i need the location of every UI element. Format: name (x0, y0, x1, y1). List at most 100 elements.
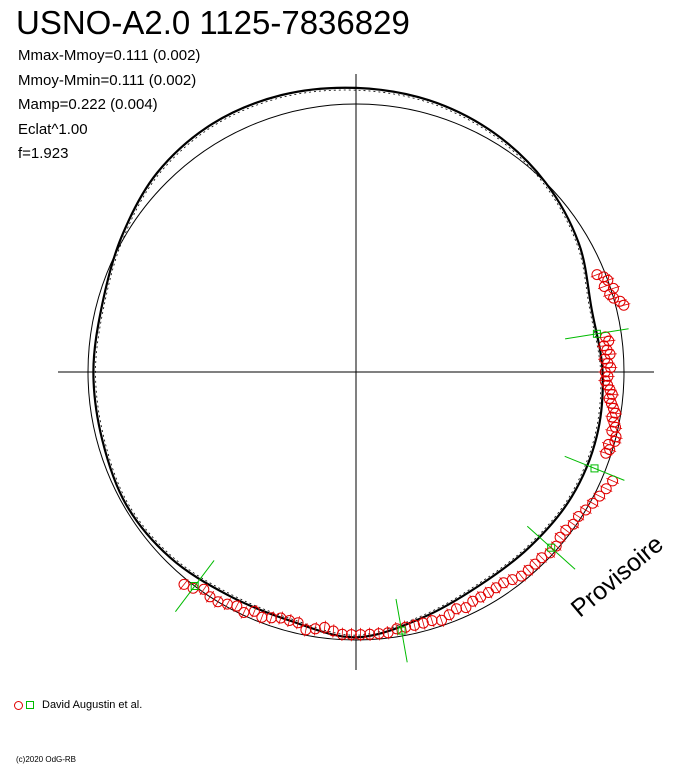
data-point-errorbar (287, 613, 292, 628)
data-point-errorbar (278, 611, 284, 625)
data-point-errorbar (332, 624, 335, 638)
data-point-errorbar (251, 604, 258, 618)
data-point-circle (536, 552, 548, 564)
data-point-circle (467, 595, 479, 607)
stats-block: Mmax-Mmoy=0.111 (0.002) Mmoy-Mmin=0.111 … (18, 44, 200, 167)
data-point-circle (567, 518, 579, 530)
legend: David Augustin et al. (14, 697, 142, 713)
data-point-errorbar (223, 598, 231, 611)
data-point-circle (443, 609, 455, 621)
data-point-errorbar (313, 622, 317, 636)
data-point-circle (382, 627, 394, 639)
data-point-errorbar (516, 570, 526, 582)
data-point-circle (238, 607, 250, 618)
data-point-errorbar (179, 578, 189, 590)
data-point-circle (609, 435, 621, 447)
legend-circle-icon (14, 700, 23, 710)
data-point-errorbar (536, 552, 547, 563)
data-point-circle (587, 497, 599, 509)
data-point-circle (212, 596, 224, 608)
data-point-errorbar (304, 623, 308, 637)
data-point-circle (256, 611, 268, 623)
data-point-square (547, 543, 556, 552)
data-point-circle (573, 511, 584, 522)
data-point-circle (204, 591, 216, 603)
data-point-circle (178, 578, 190, 590)
data-point-errorbar (240, 606, 248, 619)
data-point-circle (605, 397, 617, 409)
data-point-circle (373, 628, 385, 640)
data-point-circle (608, 292, 620, 304)
data-point-errorbar (377, 626, 380, 641)
data-point-circle (600, 483, 612, 495)
data-point-errorbar (550, 541, 562, 551)
data-point-square (190, 582, 199, 590)
data-point-circle (560, 524, 572, 536)
data-point-errorbar (453, 602, 460, 616)
data-point-errorbar (603, 353, 617, 356)
data-point-errorbar (593, 492, 606, 500)
data-point-errorbar (597, 283, 611, 290)
series-squares (175, 328, 629, 663)
data-point-errorbar (572, 512, 585, 521)
data-point-errorbar (386, 625, 390, 640)
series-circles (178, 269, 631, 642)
plot-axes (58, 74, 654, 670)
data-point-errorbar (554, 532, 566, 542)
stat-mmax-mmoy: Mmax-Mmoy=0.111 (0.002) (18, 47, 201, 64)
data-point-errorbar (429, 614, 435, 628)
data-point-errorbar (508, 574, 517, 586)
data-point-circle (248, 605, 260, 617)
legend-square-icon (26, 701, 34, 709)
data-point-errorbar (438, 613, 445, 627)
data-point-square (397, 626, 406, 635)
data-point-errorbar (523, 564, 534, 576)
data-point-errorbar-green (395, 598, 408, 663)
chart-title: USNO-A2.0 1125-7836829 (16, 4, 410, 41)
data-point-errorbar (606, 477, 619, 484)
data-point-circle (409, 619, 420, 631)
data-point-errorbar (206, 590, 215, 603)
data-point-errorbar (446, 608, 452, 622)
data-point-errorbar (530, 558, 540, 570)
data-point-errorbar (544, 548, 556, 558)
data-point-errorbar (341, 627, 343, 642)
data-point-errorbar (259, 610, 265, 624)
stat-eclat: Eclat^1.00 (18, 120, 88, 138)
data-point-errorbar (199, 583, 209, 596)
data-point-errorbar (296, 616, 300, 630)
copyright: (c)2020 OdG-RB (16, 755, 77, 764)
data-point-errorbar (412, 618, 417, 632)
data-point-circle (591, 269, 603, 281)
data-point-circle (529, 558, 541, 570)
data-point-errorbar (599, 485, 613, 492)
legend-label: David Augustin et al. (42, 699, 143, 711)
data-point-circle (300, 624, 312, 636)
data-point-errorbar (323, 620, 326, 635)
data-point-square (590, 464, 599, 473)
data-point-errorbar-green (526, 525, 576, 570)
model-curve-scatter (95, 89, 602, 636)
data-point-errorbar-green (564, 455, 625, 481)
data-point-circle (498, 577, 510, 589)
data-point-errorbar (477, 591, 485, 604)
data-point-errorbar-green (565, 328, 629, 340)
stat-mamp: Mamp=0.222 (0.004) (18, 96, 158, 113)
data-point-errorbar (579, 506, 592, 514)
data-point-circle (522, 564, 534, 576)
data-point-square (592, 329, 601, 338)
data-point-circle (283, 615, 295, 626)
data-point-circle (580, 504, 592, 516)
data-point-errorbar (233, 599, 241, 613)
data-point-errorbar (560, 525, 572, 535)
data-point-circle (600, 447, 612, 459)
data-point-errorbar (567, 519, 580, 529)
data-point-errorbar (602, 339, 616, 343)
data-point-circle (451, 603, 462, 615)
data-point-errorbar-green (175, 560, 215, 613)
data-point-circle (198, 583, 210, 595)
data-point-circle (607, 402, 619, 414)
data-point-errorbar (268, 611, 274, 625)
data-point-errorbar (617, 303, 631, 308)
